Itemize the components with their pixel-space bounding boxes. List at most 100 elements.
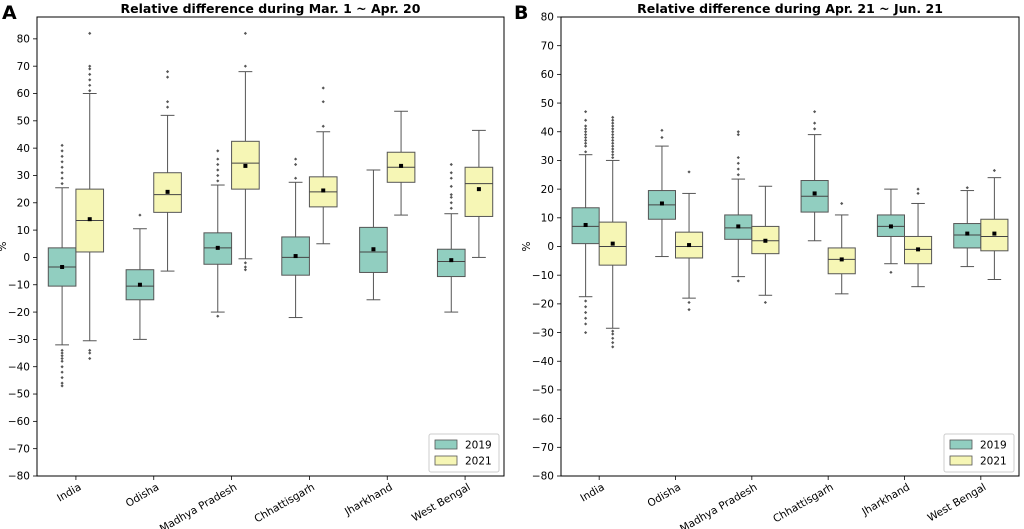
outlier-point [60, 182, 64, 186]
outlier-point [660, 135, 664, 140]
box-2019-jharkhand [876, 188, 906, 274]
outlier-point [321, 86, 325, 90]
box-2019-madhya-pradesh [724, 130, 753, 283]
outlier-point [611, 336, 615, 340]
mean-marker [165, 189, 170, 194]
outlier-point [611, 144, 615, 148]
outlier-point [889, 270, 893, 274]
legend-swatch-2021 [949, 455, 973, 466]
y-tick-label: −40 [532, 356, 554, 368]
outlier-point [660, 128, 664, 132]
box-2021-west-bengal [980, 168, 1009, 280]
mean-marker [321, 188, 326, 193]
outlier-point [88, 64, 92, 68]
outlier-point [449, 184, 453, 188]
outlier-point [216, 162, 220, 167]
outlier-point [60, 370, 64, 374]
y-tick-label: 50 [541, 98, 554, 110]
outlier-point [243, 268, 247, 272]
x-tick-label: West Bengal [410, 481, 473, 524]
x-tick-label: Chhattisgarh [771, 481, 836, 525]
outlier-point [165, 75, 170, 79]
outlier-point [216, 168, 220, 172]
outlier-point [60, 143, 64, 148]
y-tick-label: 60 [541, 69, 554, 81]
outlier-point [60, 165, 64, 169]
outlier-point [321, 124, 325, 128]
outlier-point [165, 105, 170, 109]
box-2019-india [571, 110, 600, 335]
outlier-point [60, 171, 64, 175]
box-2019-west-bengal [436, 162, 466, 313]
y-tick-label: −30 [8, 334, 30, 346]
mean-marker [965, 231, 970, 236]
outlier-point [965, 186, 969, 190]
y-axis-label: % [0, 241, 9, 251]
y-tick-label: 0 [23, 252, 30, 264]
outlier-point [611, 130, 615, 134]
outlier-point [60, 359, 64, 363]
box-2021-odisha [675, 170, 704, 312]
outlier-point [449, 171, 453, 175]
y-tick-label: −20 [532, 299, 554, 311]
y-tick-label: −70 [532, 442, 554, 454]
legend-swatch-2021 [434, 455, 458, 466]
outlier-point [687, 308, 691, 312]
outlier-point [88, 348, 92, 352]
legend-label-2019: 2019 [980, 440, 1007, 452]
mean-marker [137, 282, 142, 287]
outlier-point [243, 265, 247, 269]
chart-title: Relative difference during Mar. 1 ~ Apr.… [121, 1, 421, 16]
box-iqr [125, 269, 155, 301]
mean-marker [839, 257, 844, 262]
chart-panel-a: A Relative difference during Mar. 1 ~ Apr… [0, 1, 505, 529]
outlier-point [736, 167, 740, 171]
outlier-point [60, 351, 64, 355]
outlier-point [243, 64, 247, 68]
panel-letter: B [514, 2, 528, 24]
outlier-point [88, 67, 92, 71]
outlier-point [165, 100, 170, 104]
chart-title: Relative difference during Apr. 21 ~ Jun… [637, 1, 943, 16]
x-tick-label: Jharkhand [342, 481, 395, 518]
y-tick-label: −70 [8, 443, 30, 455]
y-tick-label: 80 [541, 12, 554, 24]
box-2019-chhattisgarh [800, 110, 829, 242]
mean-marker [736, 224, 741, 229]
outlier-point [88, 356, 92, 361]
outlier-point [611, 118, 615, 122]
outlier-point [611, 127, 615, 131]
outlier-point [584, 299, 588, 303]
outlier-point [611, 141, 615, 145]
outlier-point [165, 70, 170, 74]
mean-marker [87, 217, 92, 222]
box-2019-jharkhand [359, 169, 388, 301]
outlier-point [736, 161, 740, 165]
y-tick-label: −30 [532, 327, 554, 339]
y-tick-label: −80 [532, 471, 554, 483]
outlier-point [611, 150, 615, 154]
outlier-point [88, 89, 92, 93]
outlier-point [584, 118, 588, 122]
outlier-point [216, 157, 220, 161]
x-tick-label: India [578, 481, 606, 504]
y-tick-label: −60 [8, 416, 30, 428]
y-tick-label: −50 [532, 385, 554, 397]
outlier-point [736, 130, 740, 134]
outlier-point [611, 133, 615, 137]
y-tick-label: 20 [17, 197, 30, 209]
mean-marker [687, 243, 692, 248]
outlier-point [60, 149, 64, 153]
legend-swatch-2019 [434, 439, 458, 450]
y-tick-label: 20 [541, 184, 554, 196]
outlier-point [611, 147, 615, 151]
outlier-point [763, 300, 767, 305]
plot-frame [36, 16, 505, 477]
box-iqr [675, 231, 704, 259]
y-tick-label: 30 [541, 155, 554, 167]
plot-frame [560, 16, 1020, 477]
panel-letter: A [2, 2, 17, 24]
outlier-point [449, 176, 453, 180]
y-tick-label: 60 [17, 88, 30, 100]
